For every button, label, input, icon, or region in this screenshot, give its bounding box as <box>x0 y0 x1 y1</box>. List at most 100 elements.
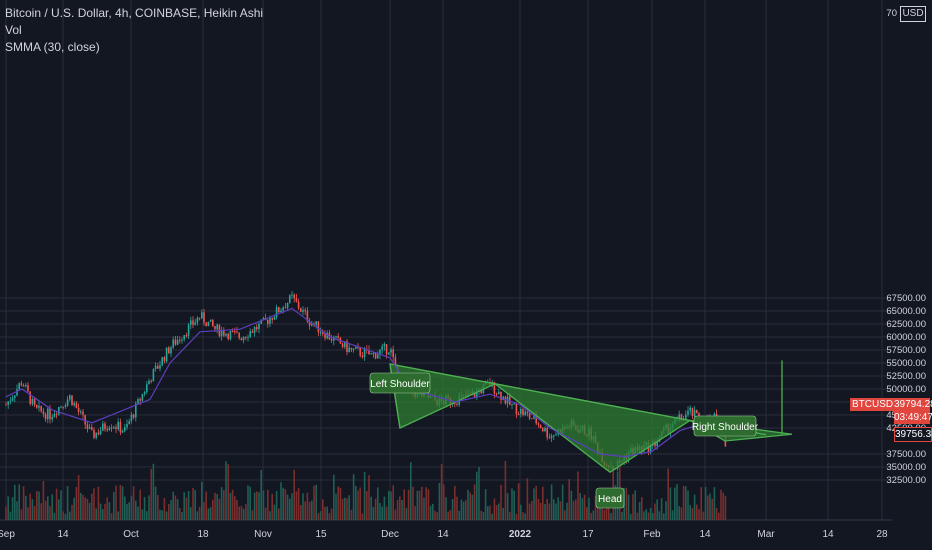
candle-body <box>520 408 522 414</box>
volume-bar <box>304 501 306 520</box>
candle-body <box>20 383 23 386</box>
currency-button[interactable]: USD <box>900 6 926 22</box>
candle-body <box>456 403 458 405</box>
label-left-shoulder[interactable]: Left Shoulder <box>369 372 430 394</box>
volume-bar <box>414 506 416 520</box>
volume-bar <box>588 497 590 520</box>
volume-bar <box>583 494 586 520</box>
candle-body <box>249 331 251 338</box>
candle-body <box>148 380 150 385</box>
candle-body <box>271 318 273 320</box>
volume-bar <box>370 496 372 520</box>
volume-bar <box>64 513 67 520</box>
volume-bar <box>691 508 694 520</box>
candle-body <box>394 357 397 368</box>
candle-body <box>14 395 16 398</box>
volume-bar <box>302 493 304 520</box>
volume-bar <box>667 468 669 520</box>
smma-label[interactable]: SMMA (30, close) <box>5 40 100 54</box>
volume-bar <box>654 503 656 520</box>
candle-body <box>132 414 135 418</box>
volume-bar <box>489 505 491 520</box>
volume-bar <box>553 499 555 520</box>
symbol-title[interactable]: Bitcoin / U.S. Dollar, 4h, COINBASE, Hei… <box>5 6 264 20</box>
volume-bar <box>403 489 405 520</box>
x-axis[interactable]: Sep 14 Oct 18 Nov 15 Dec 14 2022 17 Feb 14 Mar 14 28 <box>0 529 888 540</box>
volume-bar <box>707 495 709 520</box>
candle-body <box>649 444 652 453</box>
candle-body <box>185 335 188 337</box>
volume-bar <box>62 511 64 520</box>
last-price-tag: 39794.28 <box>894 398 932 411</box>
candle-body <box>216 324 218 330</box>
volume-bar <box>423 497 425 520</box>
candle-body <box>286 302 289 308</box>
volume-bar <box>11 497 14 520</box>
volume-bar <box>161 510 163 520</box>
x-tick-label: 2022 <box>509 529 532 540</box>
candle-body <box>7 401 9 405</box>
volume-bar <box>458 510 460 520</box>
grid <box>0 0 892 521</box>
candle-body <box>97 432 100 435</box>
volume-bar <box>568 479 570 520</box>
volume-bar <box>69 511 71 520</box>
candle-body <box>381 346 383 350</box>
volume-bar <box>203 502 205 520</box>
volume-bar <box>383 496 386 520</box>
volume-bar <box>416 490 419 520</box>
candle-body <box>104 423 106 430</box>
candle-body <box>154 365 157 370</box>
candle-body <box>330 339 333 341</box>
volume-bar <box>275 491 278 520</box>
volume-label[interactable]: Vol <box>5 23 22 37</box>
volume-bar <box>348 495 350 520</box>
candle-body <box>346 341 348 353</box>
volume-bar <box>647 512 650 520</box>
candle-body <box>227 333 229 340</box>
volume-bar <box>638 502 641 520</box>
candle-body <box>528 413 531 419</box>
volume-bar <box>484 489 487 520</box>
candle-body <box>513 403 515 405</box>
volume-bar <box>40 503 42 520</box>
volume-bar <box>652 513 654 520</box>
candle-body <box>115 427 117 430</box>
volume-bar <box>99 503 102 520</box>
x-tick-label: 18 <box>197 529 209 540</box>
volume-bar <box>685 486 687 520</box>
volume-bar <box>251 510 254 520</box>
volume-bar <box>586 507 588 520</box>
volume-bar <box>66 486 69 520</box>
volume-bar <box>346 498 348 520</box>
volume-bar <box>51 494 53 520</box>
candle-body <box>535 415 537 424</box>
candle-body <box>678 414 680 419</box>
candle-body <box>93 429 95 438</box>
candle-body <box>126 424 128 428</box>
candle-body <box>212 319 214 327</box>
candle-body <box>297 301 300 309</box>
volume-bar <box>498 503 500 520</box>
volume-bar <box>394 509 397 520</box>
y-tick-label: 50000.00 <box>886 384 926 395</box>
candle-body <box>306 311 309 322</box>
volume-bar <box>676 484 678 520</box>
candle-body <box>159 365 161 369</box>
candle-body <box>137 399 139 404</box>
label-head[interactable]: Head <box>595 487 625 509</box>
volume-bar <box>282 487 284 520</box>
candle-body <box>128 421 130 425</box>
candle-body <box>544 428 546 432</box>
candle-body <box>143 392 146 394</box>
volume-bar <box>106 497 108 520</box>
candle-body <box>201 312 203 318</box>
candle-body <box>194 322 196 325</box>
candle-body <box>245 336 247 338</box>
volume-bar <box>9 511 12 520</box>
volume-bar <box>71 504 73 520</box>
volume-bar <box>590 512 592 520</box>
label-right-shoulder[interactable]: Right Shoulder <box>692 415 759 437</box>
candle-body <box>141 393 144 401</box>
